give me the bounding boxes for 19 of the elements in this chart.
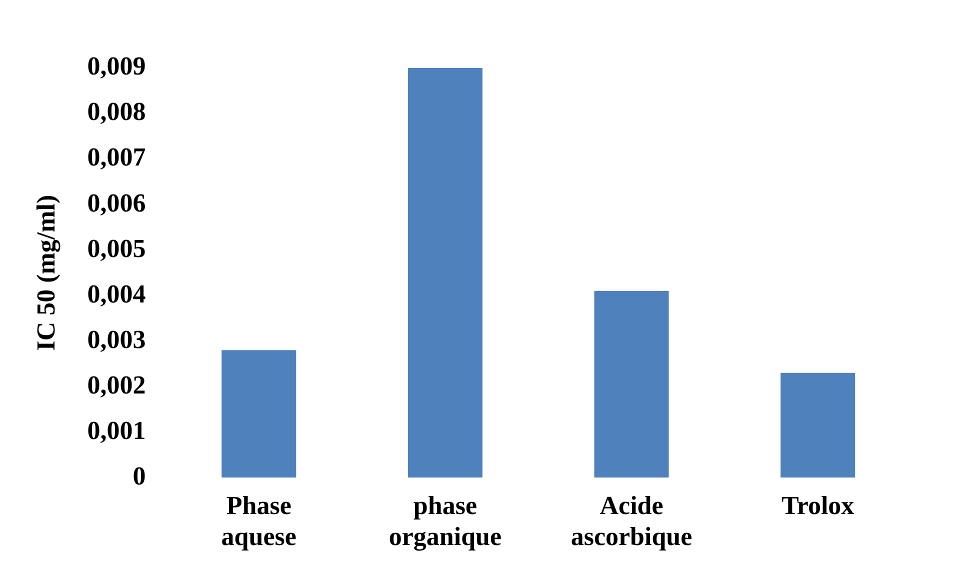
y-tick-label: 0,009 <box>87 52 146 81</box>
x-tick-label: Phase aquese <box>221 490 296 552</box>
bar <box>222 350 296 478</box>
y-tick-label: 0,006 <box>87 188 146 218</box>
x-tick-label: Acide ascorbique <box>570 490 692 552</box>
x-tick-label: phase organique <box>388 490 502 552</box>
y-tick-label: 0 <box>132 461 146 490</box>
x-tick-label: Trolox <box>781 490 854 520</box>
bar <box>780 372 856 478</box>
y-axis-title: IC 50 (mg/ml) <box>31 194 60 351</box>
bar <box>408 68 482 478</box>
y-tick-label: 0,004 <box>87 279 146 308</box>
y-tick-label: 0,008 <box>87 97 146 126</box>
y-tick-label: 0,001 <box>87 416 146 445</box>
y-tick-label: 0,002 <box>87 370 146 400</box>
bar <box>594 291 669 478</box>
y-tick-label: 0,003 <box>87 324 146 354</box>
y-tick-label: 0,005 <box>87 234 146 263</box>
y-tick-label: 0,007 <box>87 142 146 172</box>
